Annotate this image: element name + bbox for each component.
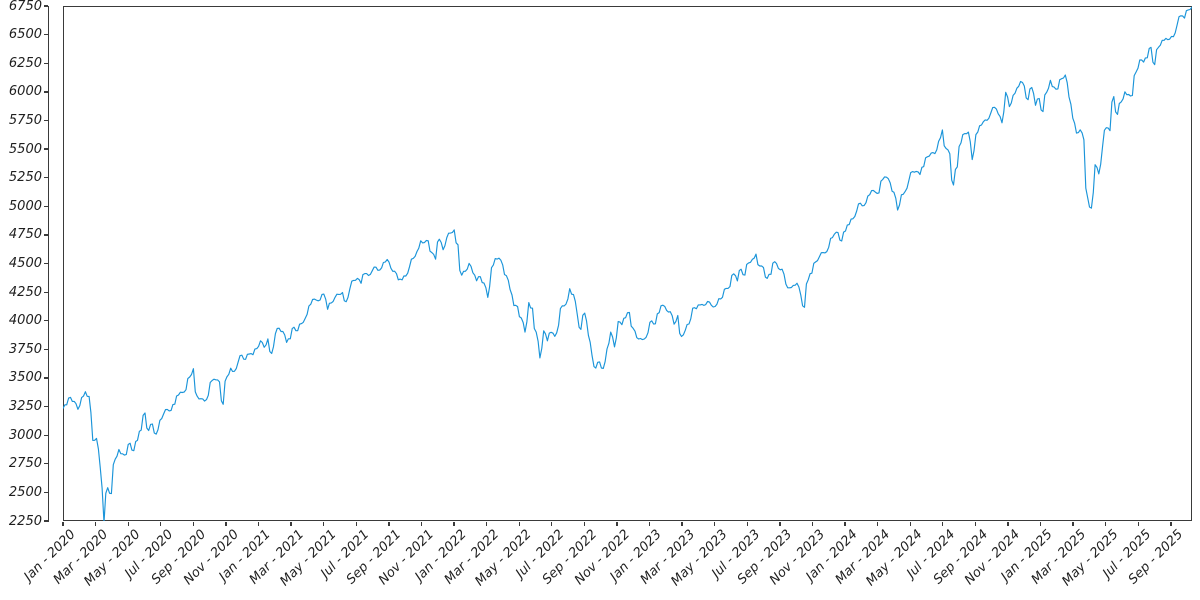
x-tick-mark — [1105, 521, 1107, 526]
y-tick-mark — [43, 119, 48, 122]
y-tick-label: 2250 — [8, 513, 42, 529]
y-tick-mark — [43, 377, 48, 379]
x-tick-mark — [811, 521, 814, 526]
y-tick-label: 6500 — [8, 27, 42, 43]
y-tick-label: 5500 — [8, 141, 42, 157]
y-tick-label: 3750 — [8, 341, 42, 357]
y-tick-label: 5750 — [8, 112, 42, 128]
x-tick-mark — [746, 521, 748, 526]
y-tick-mark — [43, 463, 48, 465]
y-tick-label: 5000 — [8, 198, 42, 214]
price-chart-svg — [63, 6, 1192, 521]
x-tick-mark — [192, 521, 195, 526]
x-tick-mark — [1170, 521, 1172, 526]
x-tick-mark — [909, 521, 911, 526]
x-tick-mark — [1007, 521, 1009, 526]
y-tick-label: 2750 — [8, 456, 42, 472]
price-series-line — [63, 6, 1192, 521]
plot-area — [63, 6, 1192, 521]
x-tick-mark — [323, 521, 325, 526]
x-tick-mark — [290, 521, 292, 526]
y-tick-mark — [43, 405, 48, 408]
y-tick-label: 4500 — [8, 256, 42, 271]
x-tick-mark — [681, 521, 683, 526]
x-tick-mark — [388, 521, 390, 526]
y-tick-mark — [43, 520, 48, 522]
y-tick-label: 4250 — [8, 284, 42, 300]
x-tick-mark — [648, 521, 651, 526]
y-tick-mark — [43, 205, 48, 207]
y-tick-label: 3000 — [8, 427, 42, 443]
y-tick-label: 5250 — [8, 170, 42, 186]
y-tick-mark — [43, 234, 48, 236]
y-tick-label: 6000 — [8, 84, 42, 100]
y-tick-mark — [43, 320, 48, 322]
x-tick-mark — [257, 521, 260, 526]
y-tick-mark — [43, 177, 48, 179]
x-tick-mark — [225, 521, 227, 526]
y-tick-label: 2500 — [8, 484, 42, 500]
x-tick-mark — [551, 521, 553, 526]
y-tick-label: 6750 — [8, 0, 42, 14]
x-tick-mark — [485, 521, 488, 526]
y-tick-mark — [43, 348, 48, 351]
x-tick-mark — [844, 521, 846, 526]
x-tick-mark — [583, 521, 586, 526]
y-tick-mark — [43, 291, 48, 293]
x-tick-mark — [160, 521, 162, 526]
x-tick-mark — [62, 521, 64, 526]
y-tick-mark — [43, 262, 48, 265]
y-tick-label: 4750 — [8, 227, 42, 243]
y-tick-label: 4000 — [8, 313, 42, 329]
x-tick-mark — [876, 521, 879, 526]
y-tick-mark — [43, 434, 48, 436]
y-tick-mark — [43, 91, 48, 93]
x-tick-mark — [1039, 521, 1042, 526]
x-tick-mark — [974, 521, 977, 526]
x-tick-mark — [94, 521, 97, 526]
x-tick-mark — [453, 521, 455, 526]
x-tick-mark — [1072, 521, 1074, 526]
y-tick-mark — [43, 148, 48, 150]
y-tick-mark — [43, 62, 48, 64]
x-tick-mark — [355, 521, 357, 526]
y-axis-spine — [48, 6, 50, 522]
x-tick-mark — [127, 521, 129, 526]
x-tick-mark — [1137, 521, 1139, 526]
x-tick-mark — [518, 521, 520, 526]
y-tick-label: 3500 — [8, 370, 42, 386]
y-tick-mark — [43, 5, 48, 7]
y-tick-label: 3250 — [8, 399, 42, 415]
x-tick-mark — [420, 521, 423, 526]
y-tick-mark — [43, 491, 48, 494]
x-tick-mark — [616, 521, 618, 526]
y-tick-mark — [43, 34, 48, 36]
y-tick-label: 6250 — [8, 55, 42, 71]
x-tick-mark — [714, 521, 716, 526]
x-tick-mark — [779, 521, 781, 526]
x-tick-mark — [942, 521, 944, 526]
